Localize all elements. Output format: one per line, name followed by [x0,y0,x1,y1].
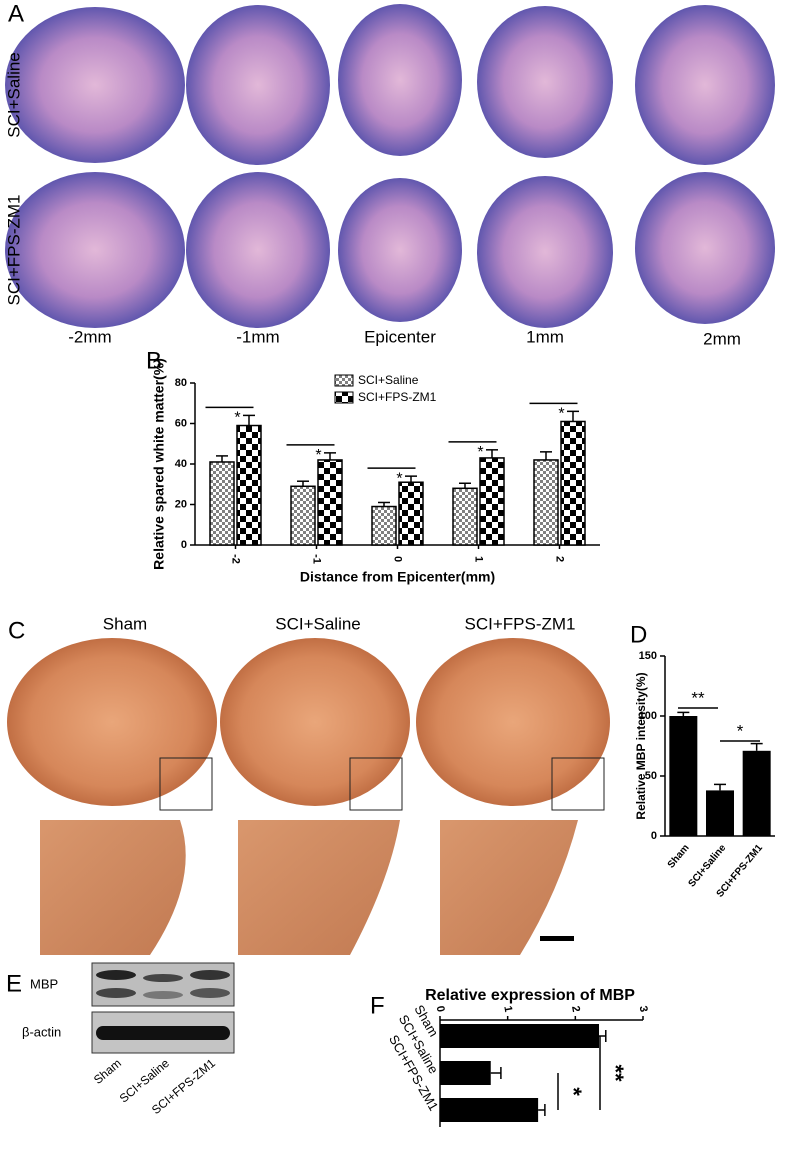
annotation: * [315,447,321,464]
bar [560,420,586,546]
y-tick-label: 20 [175,498,187,510]
x-tick-label: 1 [501,1005,514,1013]
legend-swatch [334,391,354,404]
column-label: SCI+Saline [275,614,361,633]
error-bar [540,451,552,460]
y-tick-label: 0 [651,830,657,842]
error-bar [490,1067,502,1079]
y-tick-label: 100 [639,710,657,722]
histology-c [7,638,610,955]
error-bar [567,410,579,422]
histology-a [5,4,775,328]
annotation: * [737,721,744,740]
bar [317,459,343,546]
y-axis-title: Relative spared white matter(%) [151,358,167,570]
annotation: * [396,470,402,487]
bar [371,505,397,546]
error-bar [486,449,498,458]
y-tick-label: 60 [175,417,187,429]
bar [533,459,559,546]
column-label: -1mm [236,327,279,346]
x-tick-label: 1 [473,556,485,562]
bar [706,790,734,836]
x-tick-label: -1 [311,554,323,564]
y-axis-title: Relative MBP intensity(%) [634,672,648,819]
column-label: 1mm [526,327,564,346]
error-bar [459,482,471,489]
y-tick-label: 50 [645,770,657,782]
chart-title: Relative expression of MBP [425,987,635,1004]
error-bar [378,501,390,507]
band-label: β-actin [22,1024,61,1039]
bar [479,457,505,546]
lane-label: Sham [91,1056,124,1087]
legend-label: SCI+FPS-ZM1 [358,390,437,404]
panel-label: D [630,621,647,648]
x-tick-label: Sham [666,842,692,870]
column-label: SCI+FPS-ZM1 [465,614,576,633]
panel-label: E [6,970,22,997]
band-label: MBP [30,976,58,991]
annotation: ** [691,688,705,707]
y-tick-label: 80 [175,377,187,389]
bar [452,487,478,546]
x-tick-label: 2 [569,1005,582,1013]
y-tick-label: 150 [639,650,657,662]
error-bar [324,452,336,460]
annotation: * [234,410,240,427]
panel-label: F [370,992,385,1019]
column-label: Sham [103,614,147,633]
error-bar [677,711,690,716]
error-bar [297,480,309,487]
error-bar [216,455,228,462]
annotation: * [561,1087,586,1096]
annotation: ** [603,1064,628,1082]
western-blot [91,962,235,1054]
x-tick-label: 0 [392,556,404,562]
bar [669,716,698,836]
y-tick-label: 40 [175,458,187,470]
x-tick-label: 3 [637,1005,650,1013]
bar [440,1098,539,1122]
legend-label: SCI+Saline [358,373,419,387]
bar [209,461,235,546]
column-label: Epicenter [364,327,436,346]
x-tick-label: 2 [554,556,566,562]
bar [742,750,771,836]
x-axis-title: Distance from Epicenter(mm) [300,569,495,585]
panel-label: B [146,347,162,374]
x-tick-label: 0 [434,1005,447,1013]
bar [398,481,424,546]
bar [290,485,316,546]
legend-swatch [334,374,354,387]
bar [440,1024,600,1048]
column-label: -2mm [68,327,111,346]
bar [236,424,262,546]
y-tick-label: 0 [181,539,187,551]
error-bar [750,742,763,751]
error-bar [538,1104,546,1116]
column-label: 2mm [703,329,741,348]
error-bar [243,414,255,426]
error-bar [405,475,417,483]
annotation: * [477,444,483,461]
bar [440,1061,491,1085]
error-bar [714,783,726,791]
row-label: SCI+Saline [4,52,23,138]
panel-label: A [8,0,24,27]
annotation: * [558,406,564,423]
panel-label: C [8,617,25,644]
x-tick-label: -2 [230,554,242,564]
row-label: SCI+FPS-ZM1 [4,195,23,306]
